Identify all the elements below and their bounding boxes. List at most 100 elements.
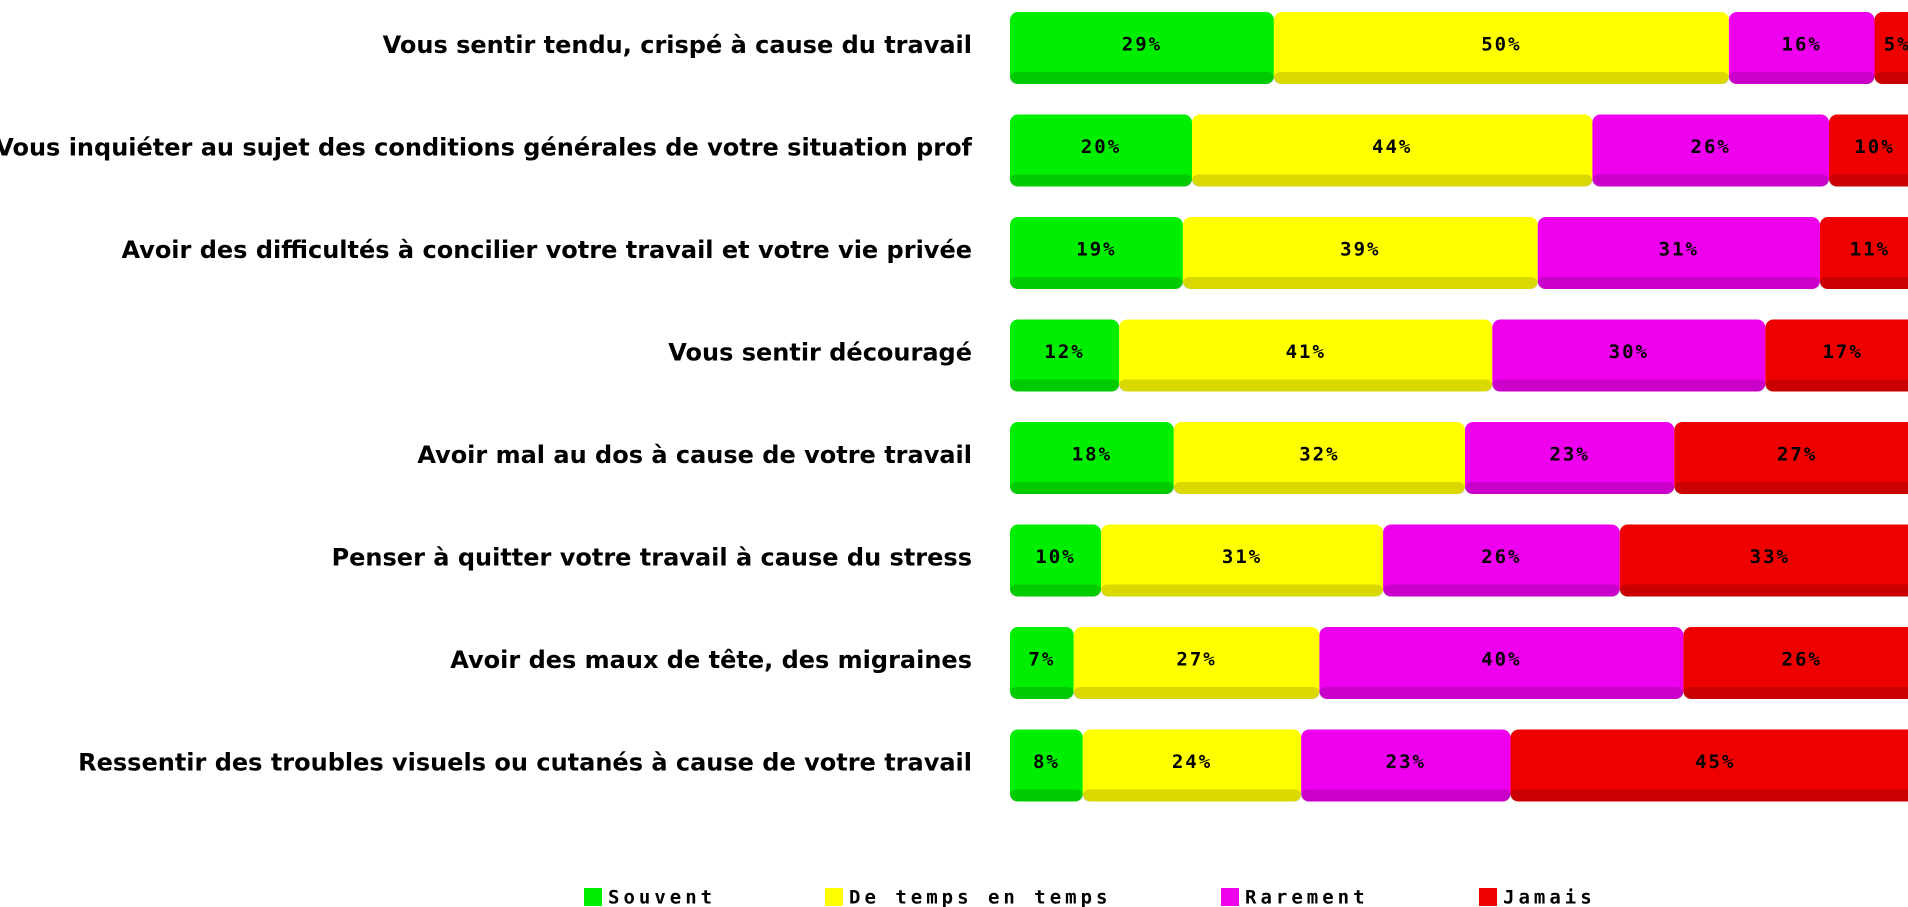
bar-segment	[1874, 12, 1908, 84]
value-label: 27%	[1176, 649, 1216, 671]
bar-shade	[1765, 379, 1908, 392]
value-label: 12%	[1044, 341, 1084, 363]
value-label: 17%	[1822, 341, 1862, 363]
value-label: 27%	[1777, 444, 1817, 466]
bar-segment	[1765, 319, 1908, 392]
bar-shade	[1619, 584, 1908, 597]
bar-shade	[1182, 277, 1538, 289]
value-label: 7%	[1028, 649, 1055, 671]
bar-shade	[1728, 72, 1875, 84]
value-label: 5%	[1884, 34, 1908, 56]
value-label: 24%	[1172, 751, 1212, 773]
bar-segment	[1182, 217, 1538, 289]
bar-shade	[1173, 482, 1465, 494]
bar-segment	[1010, 319, 1120, 392]
value-label: 30%	[1609, 341, 1649, 363]
bar-shade	[1301, 789, 1511, 802]
bar-segment	[1319, 627, 1684, 699]
value-label: 41%	[1286, 341, 1326, 363]
category-label: Vous sentir découragé	[668, 339, 972, 367]
value-label: 33%	[1750, 546, 1790, 568]
value-label: 10%	[1854, 136, 1894, 158]
value-label: 26%	[1481, 546, 1521, 568]
value-label: 8%	[1033, 751, 1060, 773]
bar-shade	[1273, 72, 1729, 84]
bar-segment	[1383, 524, 1620, 597]
bar-shade	[1537, 277, 1820, 289]
bar-segment	[1010, 729, 1083, 802]
bar-shade	[1082, 789, 1302, 802]
bar-segment	[1010, 422, 1174, 494]
bar-shade	[1010, 584, 1101, 597]
bar-shade	[1010, 174, 1192, 187]
value-label: 29%	[1122, 34, 1162, 56]
value-label: 50%	[1481, 34, 1521, 56]
legend-label: Rarement	[1245, 887, 1369, 907]
bar-shade	[1319, 687, 1684, 699]
bar-segment	[1173, 422, 1465, 494]
bar-shade	[1492, 379, 1766, 392]
bar-segment	[1674, 422, 1908, 494]
bar-segment	[1119, 319, 1493, 392]
bar-segment	[1619, 524, 1908, 597]
value-label: 39%	[1340, 239, 1380, 261]
bar-segment	[1301, 729, 1511, 802]
bar-shade	[1592, 174, 1829, 187]
bar-shade	[1010, 277, 1183, 289]
bar-shade	[1192, 174, 1593, 187]
bar-segment	[1728, 12, 1875, 84]
bar-shade	[1674, 482, 1908, 494]
bar-shade	[1510, 789, 1908, 802]
bar-shade	[1465, 482, 1675, 494]
value-label: 32%	[1299, 444, 1339, 466]
bar-segment	[1537, 217, 1820, 289]
legend-swatch	[584, 888, 602, 906]
bar-shade	[1383, 584, 1620, 597]
bar-shade	[1819, 277, 1908, 289]
bar-shade	[1073, 687, 1320, 699]
legend-label: Jamais	[1503, 887, 1596, 907]
bar-segment	[1829, 114, 1908, 187]
value-label: 31%	[1222, 546, 1262, 568]
bar-shade	[1874, 72, 1908, 84]
value-label: 23%	[1549, 444, 1589, 466]
bar-shade	[1010, 72, 1274, 84]
value-label: 23%	[1386, 751, 1426, 773]
bar-shade	[1010, 379, 1120, 392]
value-label: 18%	[1072, 444, 1112, 466]
category-label: Ressentir des troubles visuels ou cutané…	[78, 749, 972, 777]
bar-segment	[1010, 217, 1183, 289]
bar-segment	[1073, 627, 1320, 699]
value-label: 45%	[1695, 751, 1735, 773]
bar-segment	[1010, 627, 1074, 699]
bar-segment	[1082, 729, 1302, 802]
bar-segment	[1273, 12, 1729, 84]
value-label: 10%	[1035, 546, 1075, 568]
value-label: 16%	[1782, 34, 1822, 56]
value-label: 11%	[1850, 239, 1890, 261]
bar-segment	[1819, 217, 1908, 289]
legend-label: Souvent	[608, 887, 716, 907]
bar-shade	[1010, 789, 1083, 802]
category-label: Vous inquiéter au sujet des conditions g…	[0, 134, 973, 162]
legend-label: De temps en temps	[849, 887, 1111, 907]
bar-shade	[1119, 379, 1493, 392]
value-label: 26%	[1691, 136, 1731, 158]
bar-segment	[1010, 524, 1101, 597]
bar-segment	[1010, 12, 1274, 84]
category-label: Vous sentir tendu, crispé à cause du tra…	[383, 31, 972, 59]
bar-shade	[1010, 482, 1174, 494]
bar-segment	[1192, 114, 1593, 187]
bar-segment	[1683, 627, 1908, 699]
bar-segment	[1592, 114, 1829, 187]
bar-shade	[1101, 584, 1384, 597]
legend-swatch	[825, 888, 843, 906]
value-label: 26%	[1782, 649, 1822, 671]
value-label: 40%	[1481, 649, 1521, 671]
value-label: 19%	[1076, 239, 1116, 261]
value-label: 44%	[1372, 136, 1412, 158]
bar-segment	[1101, 524, 1384, 597]
bar-segment	[1465, 422, 1675, 494]
bar-segment	[1010, 114, 1192, 187]
